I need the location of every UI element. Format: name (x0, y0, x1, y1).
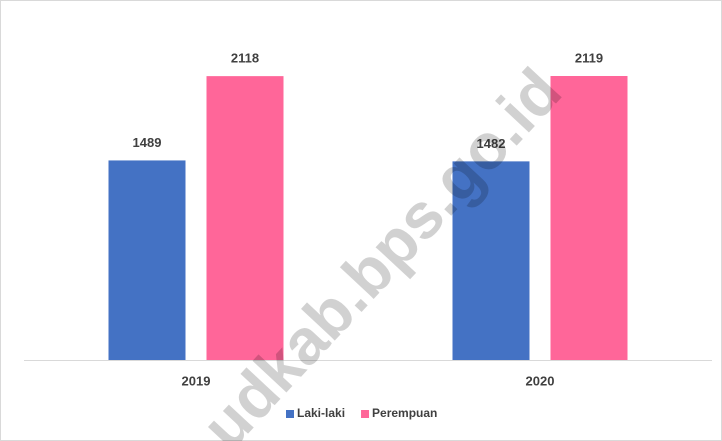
bar (550, 76, 628, 360)
data-label: 1482 (477, 136, 506, 151)
data-label: 2119 (575, 50, 603, 65)
legend-swatch (286, 410, 294, 418)
data-label: 2118 (231, 51, 259, 66)
legend-label: Perempuan (372, 406, 437, 420)
bar (108, 160, 186, 360)
data-label: 1489 (133, 135, 162, 150)
legend-label: Laki-laki (297, 406, 345, 420)
legend-swatch (361, 410, 370, 418)
bar (206, 76, 284, 360)
bar (452, 161, 530, 360)
x-tick-label: 2019 (182, 373, 211, 388)
x-tick-label: 2020 (526, 373, 555, 388)
